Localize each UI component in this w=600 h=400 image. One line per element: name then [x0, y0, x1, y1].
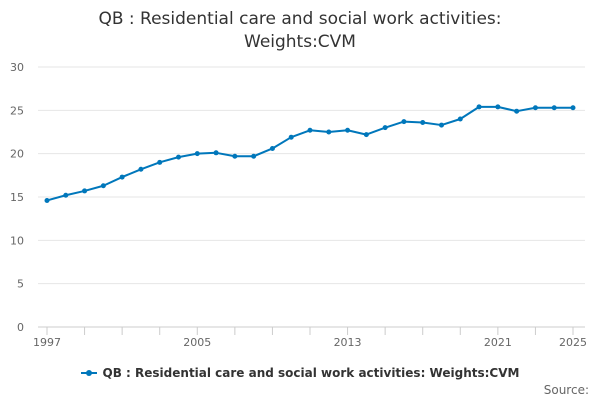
data-point[interactable] [401, 119, 407, 125]
data-point[interactable] [194, 151, 200, 157]
data-point[interactable] [307, 127, 313, 133]
x-tick-label: 2013 [334, 336, 362, 349]
chart-title: QB : Residential care and social work ac… [0, 8, 600, 54]
y-axis: 0 5 10 15 20 25 30 [10, 61, 24, 334]
data-point[interactable] [345, 127, 351, 133]
data-point[interactable] [44, 197, 50, 203]
data-point[interactable] [551, 105, 557, 111]
legend-label: QB : Residential care and social work ac… [102, 366, 520, 380]
chart-title-line-1: QB : Residential care and social work ac… [98, 9, 502, 29]
data-point[interactable] [495, 104, 501, 110]
data-point[interactable] [82, 188, 88, 194]
data-point[interactable] [119, 174, 125, 180]
x-tick-label: 1997 [33, 336, 61, 349]
x-tick-label: 2025 [559, 336, 587, 349]
y-tick-label: 25 [10, 104, 24, 117]
data-point[interactable] [382, 125, 388, 131]
data-point[interactable] [514, 108, 520, 114]
y-tick-label: 10 [10, 234, 24, 247]
x-tick-label: 2021 [484, 336, 512, 349]
data-point[interactable] [570, 105, 576, 111]
data-point[interactable] [176, 154, 181, 160]
series-layer [44, 104, 576, 203]
y-tick-label: 20 [10, 148, 24, 161]
data-point[interactable] [363, 132, 369, 138]
data-point[interactable] [251, 153, 257, 159]
data-point[interactable] [100, 183, 106, 189]
y-tick-label: 30 [10, 61, 24, 74]
data-point[interactable] [138, 166, 144, 172]
gridlines [38, 66, 585, 328]
data-point[interactable] [63, 192, 69, 198]
data-point[interactable] [157, 159, 163, 165]
data-point[interactable] [439, 122, 444, 128]
data-point[interactable] [288, 134, 294, 140]
data-point[interactable] [232, 153, 238, 159]
data-point[interactable] [269, 145, 275, 151]
data-point[interactable] [213, 150, 219, 156]
data-point[interactable] [326, 129, 332, 135]
y-tick-label: 15 [10, 191, 24, 204]
x-tick-label: 2005 [183, 336, 211, 349]
x-axis: 1997 2005 2013 2021 2025 [33, 327, 587, 349]
legend-line-marker-icon [80, 369, 97, 377]
chart-title-line-2: Weights:CVM [244, 32, 356, 52]
legend: QB : Residential care and social work ac… [0, 366, 600, 380]
data-point[interactable] [457, 116, 463, 122]
data-point[interactable] [532, 105, 538, 111]
y-tick-label: 0 [17, 321, 24, 334]
legend-item[interactable]: QB : Residential care and social work ac… [80, 366, 520, 380]
data-point[interactable] [420, 119, 426, 125]
source-label: Source: [543, 383, 589, 397]
y-tick-label: 5 [17, 278, 24, 291]
data-point[interactable] [476, 104, 482, 110]
